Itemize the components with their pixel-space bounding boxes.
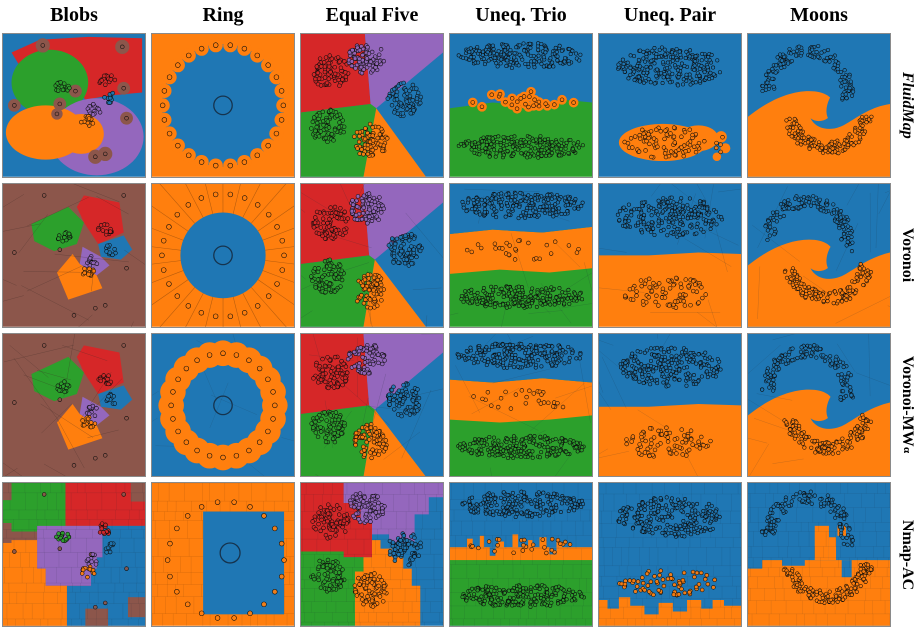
column-header-blobs: Blobs (50, 3, 98, 26)
panel-canvas-nmap-ac-uneq-pair (599, 483, 741, 626)
column-header-equal-five: Equal Five (325, 3, 419, 26)
panel-canvas-voronoi-equal-five (301, 183, 443, 327)
panel-voronoi-mw-blobs (2, 332, 146, 478)
panel-canvas-nmap-ac-ring (152, 483, 294, 626)
row-label-nmap-ac: Nmap-AC (896, 482, 918, 627)
column-header-uneq-trio: Uneq. Trio (475, 3, 567, 26)
panel-voronoi-ring (151, 182, 295, 328)
panel-fluidmap-equal-five (300, 33, 444, 178)
panel-voronoi-mw-ring (151, 332, 295, 478)
panel-canvas-fluidmap-moons (748, 34, 890, 177)
panel-canvas-voronoi-mw-ring (152, 333, 294, 477)
panel-nmap-ac-uneq-trio (449, 482, 593, 627)
panel-canvas-voronoi-uneq-pair (599, 183, 741, 327)
row-label-text: Voronoi-MW (899, 356, 916, 448)
panel-canvas-fluidmap-ring (152, 34, 294, 177)
column-header-moons: Moons (790, 3, 848, 26)
panel-canvas-voronoi-mw-blobs (3, 333, 145, 477)
row-label-fluidmap: FluidMap (896, 33, 918, 178)
panel-canvas-fluidmap-equal-five (301, 34, 443, 177)
row-label-voronoi: Voronoi (896, 183, 918, 328)
panel-canvas-voronoi-moons (748, 183, 890, 327)
panel-voronoi-mw-uneq-trio (449, 332, 593, 478)
panel-fluidmap-moons (747, 33, 891, 178)
panel-canvas-voronoi-blobs (3, 183, 145, 327)
panel-voronoi-equal-five (300, 182, 444, 328)
panel-voronoi-mw-uneq-pair (598, 332, 742, 478)
panel-canvas-voronoi-mw-equal-five (301, 333, 443, 477)
panel-nmap-ac-equal-five (300, 482, 444, 627)
panel-nmap-ac-blobs (2, 482, 146, 627)
panel-fluidmap-blobs (2, 33, 146, 178)
panel-canvas-voronoi-mw-uneq-pair (599, 333, 741, 477)
column-header-uneq-pair: Uneq. Pair (623, 3, 717, 26)
panel-fluidmap-uneq-pair (598, 33, 742, 178)
panel-canvas-voronoi-uneq-trio (450, 183, 592, 327)
panel-canvas-fluidmap-blobs (3, 34, 145, 177)
panel-voronoi-uneq-trio (449, 182, 593, 328)
row-label-voronoi-mw-alpha: Voronoi-MW α (896, 333, 918, 478)
panel-fluidmap-ring (151, 33, 295, 178)
panel-canvas-fluidmap-uneq-trio (450, 34, 592, 177)
panel-fluidmap-uneq-trio (449, 33, 593, 178)
panel-canvas-nmap-ac-blobs (3, 483, 145, 626)
panel-canvas-voronoi-ring (152, 183, 294, 327)
panel-voronoi-uneq-pair (598, 182, 742, 328)
panel-canvas-voronoi-mw-uneq-trio (450, 333, 592, 477)
panel-nmap-ac-uneq-pair (598, 482, 742, 627)
panel-nmap-ac-ring (151, 482, 295, 627)
panel-canvas-nmap-ac-uneq-trio (450, 483, 592, 626)
row-label-text: FluidMap (899, 72, 916, 139)
panel-nmap-ac-moons (747, 482, 891, 627)
panel-voronoi-mw-equal-five (300, 332, 444, 478)
panel-canvas-nmap-ac-moons (748, 483, 890, 626)
column-header-ring: Ring (202, 3, 244, 26)
panel-canvas-voronoi-mw-moons (748, 333, 890, 477)
panel-voronoi-moons (747, 182, 891, 328)
panel-voronoi-mw-moons (747, 332, 891, 478)
panel-voronoi-blobs (2, 182, 146, 328)
row-label-superscript: α (901, 447, 913, 454)
row-label-text: Nmap-AC (899, 519, 916, 590)
panel-canvas-fluidmap-uneq-pair (599, 34, 741, 177)
panel-canvas-nmap-ac-equal-five (301, 483, 443, 626)
row-label-text: Voronoi (899, 228, 916, 283)
